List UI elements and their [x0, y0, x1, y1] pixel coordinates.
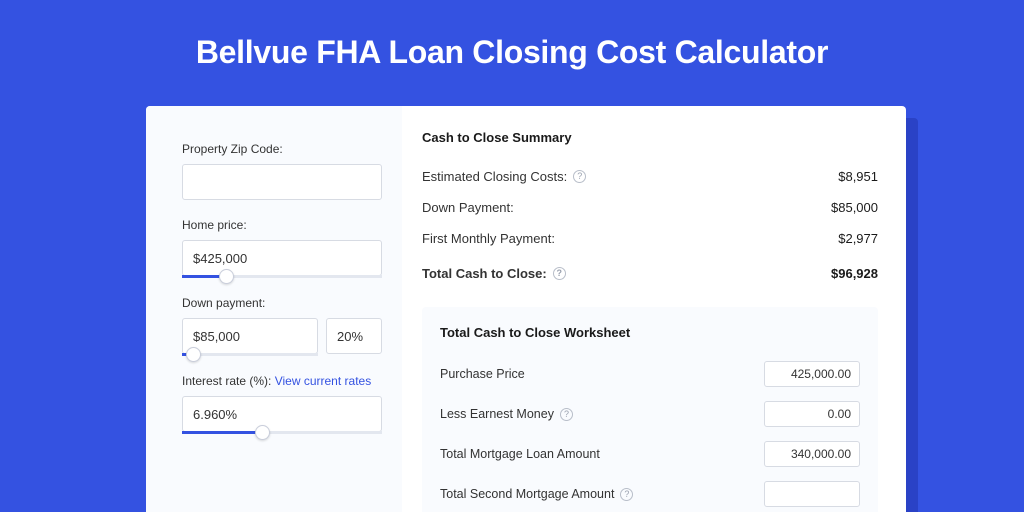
worksheet-label: Total Mortgage Loan Amount	[440, 447, 600, 461]
down-payment-slider-thumb[interactable]	[186, 347, 201, 362]
help-icon[interactable]: ?	[553, 267, 566, 280]
home-price-input[interactable]	[182, 240, 382, 276]
worksheet-label: Total Second Mortgage Amount	[440, 487, 614, 501]
down-payment-input[interactable]	[182, 318, 318, 354]
interest-rate-input[interactable]	[182, 396, 382, 432]
interest-rate-slider-thumb[interactable]	[255, 425, 270, 440]
worksheet-label: Less Earnest Money	[440, 407, 554, 421]
down-payment-pct-input[interactable]	[326, 318, 382, 354]
help-icon[interactable]: ?	[620, 488, 633, 501]
worksheet-row-mortgage-amount: Total Mortgage Loan Amount 340,000.00	[440, 434, 860, 474]
summary-label: Estimated Closing Costs:	[422, 169, 567, 184]
worksheet-title: Total Cash to Close Worksheet	[440, 325, 860, 340]
summary-total-label: Total Cash to Close:	[422, 266, 547, 281]
home-price-slider-thumb[interactable]	[219, 269, 234, 284]
interest-rate-label: Interest rate (%):	[182, 374, 271, 388]
worksheet-value[interactable]: 0.00	[764, 401, 860, 427]
down-payment-field: Down payment:	[182, 296, 382, 356]
summary-value: $85,000	[831, 200, 878, 215]
home-price-label: Home price:	[182, 218, 382, 232]
zip-label: Property Zip Code:	[182, 142, 382, 156]
summary-label: First Monthly Payment:	[422, 231, 555, 246]
zip-input[interactable]	[182, 164, 382, 200]
interest-rate-slider-fill	[182, 431, 262, 434]
help-icon[interactable]: ?	[573, 170, 586, 183]
worksheet-value[interactable]: 425,000.00	[764, 361, 860, 387]
worksheet-panel: Total Cash to Close Worksheet Purchase P…	[422, 307, 878, 512]
down-payment-slider[interactable]	[182, 353, 318, 356]
help-icon[interactable]: ?	[560, 408, 573, 421]
interest-rate-field: Interest rate (%): View current rates	[182, 374, 382, 434]
summary-value: $2,977	[838, 231, 878, 246]
results-panel: Cash to Close Summary Estimated Closing …	[402, 106, 906, 512]
interest-rate-label-row: Interest rate (%): View current rates	[182, 374, 382, 388]
home-price-field: Home price:	[182, 218, 382, 278]
input-panel: Property Zip Code: Home price: Down paym…	[146, 106, 402, 512]
worksheet-value[interactable]: 340,000.00	[764, 441, 860, 467]
home-price-slider[interactable]	[182, 275, 382, 278]
worksheet-label: Purchase Price	[440, 367, 525, 381]
worksheet-row-second-mortgage: Total Second Mortgage Amount ?	[440, 474, 860, 512]
calculator-card: Property Zip Code: Home price: Down paym…	[146, 106, 906, 512]
summary-label: Down Payment:	[422, 200, 514, 215]
page-title: Bellvue FHA Loan Closing Cost Calculator	[0, 0, 1024, 71]
summary-row-total: Total Cash to Close: ? $96,928	[422, 258, 878, 289]
summary-title: Cash to Close Summary	[422, 130, 878, 145]
summary-row-closing-costs: Estimated Closing Costs: ? $8,951	[422, 161, 878, 192]
summary-value: $8,951	[838, 169, 878, 184]
worksheet-value[interactable]	[764, 481, 860, 507]
view-rates-link[interactable]: View current rates	[275, 374, 372, 388]
worksheet-row-purchase-price: Purchase Price 425,000.00	[440, 354, 860, 394]
down-payment-label: Down payment:	[182, 296, 382, 310]
summary-row-first-payment: First Monthly Payment: $2,977	[422, 223, 878, 254]
summary-total-value: $96,928	[831, 266, 878, 281]
worksheet-row-earnest-money: Less Earnest Money ? 0.00	[440, 394, 860, 434]
zip-field: Property Zip Code:	[182, 142, 382, 200]
interest-rate-slider[interactable]	[182, 431, 382, 434]
summary-row-down-payment: Down Payment: $85,000	[422, 192, 878, 223]
